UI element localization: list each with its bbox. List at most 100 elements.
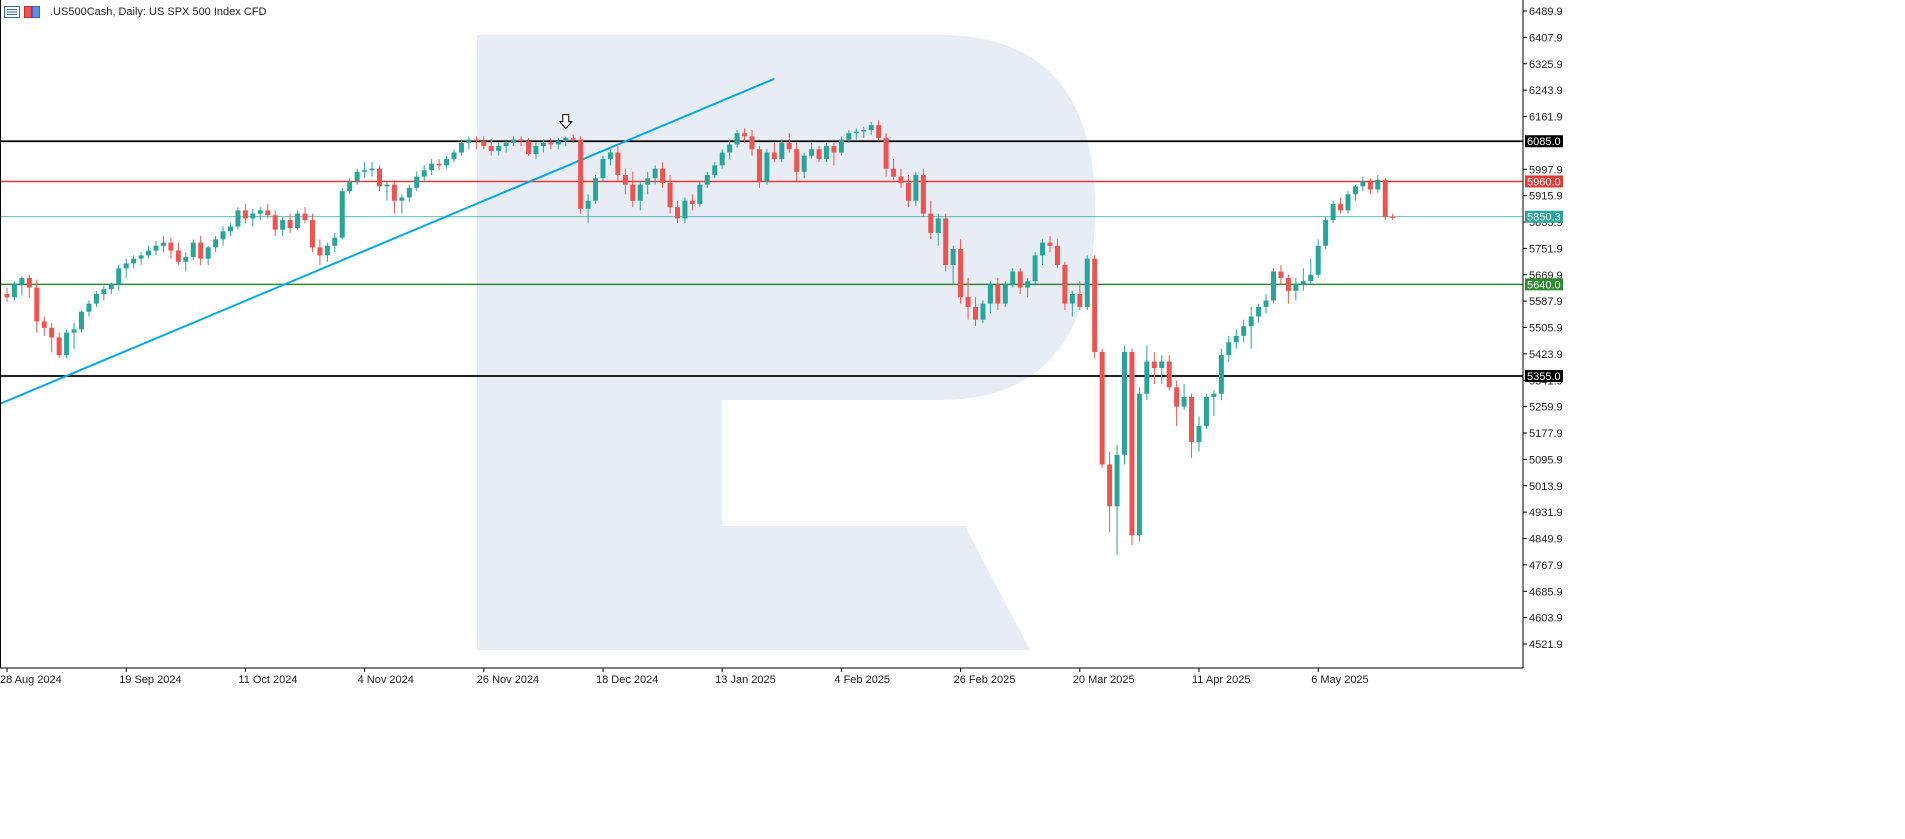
candle-body: [712, 165, 718, 176]
candle-body: [138, 255, 144, 259]
candle-body: [160, 242, 166, 246]
candle: [131, 255, 137, 269]
candle-body: [444, 158, 450, 166]
price-tag-bg: [1525, 175, 1563, 188]
candle-body: [429, 163, 435, 171]
candle-body: [928, 213, 934, 233]
candle: [287, 213, 293, 233]
candle: [302, 207, 308, 224]
candle: [1203, 393, 1209, 430]
candle: [675, 200, 680, 224]
candle: [764, 149, 770, 185]
candle: [928, 200, 934, 240]
candle: [1040, 239, 1046, 266]
x-tick-label: 4 Feb 2025: [834, 674, 890, 686]
chart-header: .US500Cash, Daily: US SPX 500 Index CFD: [4, 3, 266, 21]
candle-body: [779, 142, 785, 159]
candle-body: [727, 144, 733, 153]
candle-body: [26, 277, 32, 288]
candle-body: [1062, 265, 1068, 304]
candle: [481, 136, 487, 150]
candle-body: [354, 171, 360, 182]
candle-body: [287, 220, 293, 229]
candle: [1390, 213, 1396, 221]
candle-body: [488, 146, 494, 151]
candle: [1293, 277, 1299, 301]
candle: [1360, 176, 1366, 192]
x-tick-label: 4 Nov 2024: [358, 674, 414, 686]
candle-body: [1211, 393, 1217, 397]
price-tag-bg: [1525, 278, 1563, 291]
candle-body: [1047, 242, 1053, 246]
candle-body: [309, 220, 315, 248]
candle-body: [704, 175, 710, 185]
candle: [406, 184, 412, 203]
candle: [153, 240, 159, 256]
candle: [429, 158, 435, 176]
candle-body: [339, 191, 345, 238]
candle: [742, 128, 748, 143]
candle-body: [756, 149, 762, 182]
candle-body: [257, 210, 263, 214]
candle: [399, 194, 405, 214]
candle-body: [1248, 316, 1254, 327]
candle-body: [1256, 306, 1262, 317]
candle-body: [563, 138, 569, 142]
candle-body: [242, 210, 248, 219]
candle-body: [540, 142, 546, 147]
candle-body: [369, 168, 375, 171]
candle-body: [943, 218, 949, 266]
candle: [1166, 355, 1172, 391]
candle: [332, 232, 338, 253]
candle-body: [846, 133, 852, 140]
candle-body: [578, 139, 584, 209]
candle-body: [123, 263, 129, 269]
price-tags: 6085.0 5960.0 5850.3 5640.0 5355.0: [1525, 135, 1563, 383]
candle-body: [213, 239, 219, 248]
candle-body: [1196, 425, 1202, 442]
candle-body: [108, 284, 114, 290]
candle: [1323, 216, 1329, 249]
candle-body: [607, 152, 613, 159]
y-tick-label: 6489.9: [1529, 6, 1563, 18]
candle-body: [570, 138, 576, 140]
down-arrow-icon: [558, 114, 573, 130]
candle: [1338, 197, 1344, 214]
candle: [995, 277, 1001, 311]
candle-body: [786, 142, 792, 150]
candle: [56, 332, 62, 359]
candle-body: [801, 155, 807, 172]
price-tag-bg: [1525, 210, 1563, 223]
candle-body: [645, 178, 651, 185]
y-tick-label: 4685.9: [1529, 586, 1563, 598]
candle-body: [19, 277, 25, 285]
candle: [421, 165, 427, 182]
candle-body: [86, 303, 92, 312]
candle: [1151, 351, 1157, 385]
one-click-trading-icon[interactable]: [24, 6, 40, 18]
candle-body: [421, 170, 427, 177]
candle-body: [861, 129, 867, 132]
candle-body: [146, 250, 152, 256]
menu-icon[interactable]: [4, 6, 20, 18]
candle: [667, 175, 673, 214]
price-tag-green: 5640.0: [1525, 278, 1563, 291]
y-tick-label: 5587.9: [1529, 296, 1563, 308]
candle-body: [1360, 181, 1366, 187]
candle-body: [1084, 258, 1090, 307]
candle-body: [1159, 361, 1165, 368]
candle: [1382, 178, 1388, 221]
candle-body: [667, 183, 673, 208]
candle: [548, 138, 554, 150]
candle-body: [1010, 271, 1016, 285]
candle-body: [302, 213, 308, 221]
candle-body: [377, 168, 382, 187]
candle: [354, 168, 360, 185]
candle: [1047, 236, 1053, 253]
candle-body: [1271, 271, 1276, 301]
candle: [1256, 303, 1262, 323]
candle: [682, 197, 688, 224]
candle: [652, 165, 658, 185]
